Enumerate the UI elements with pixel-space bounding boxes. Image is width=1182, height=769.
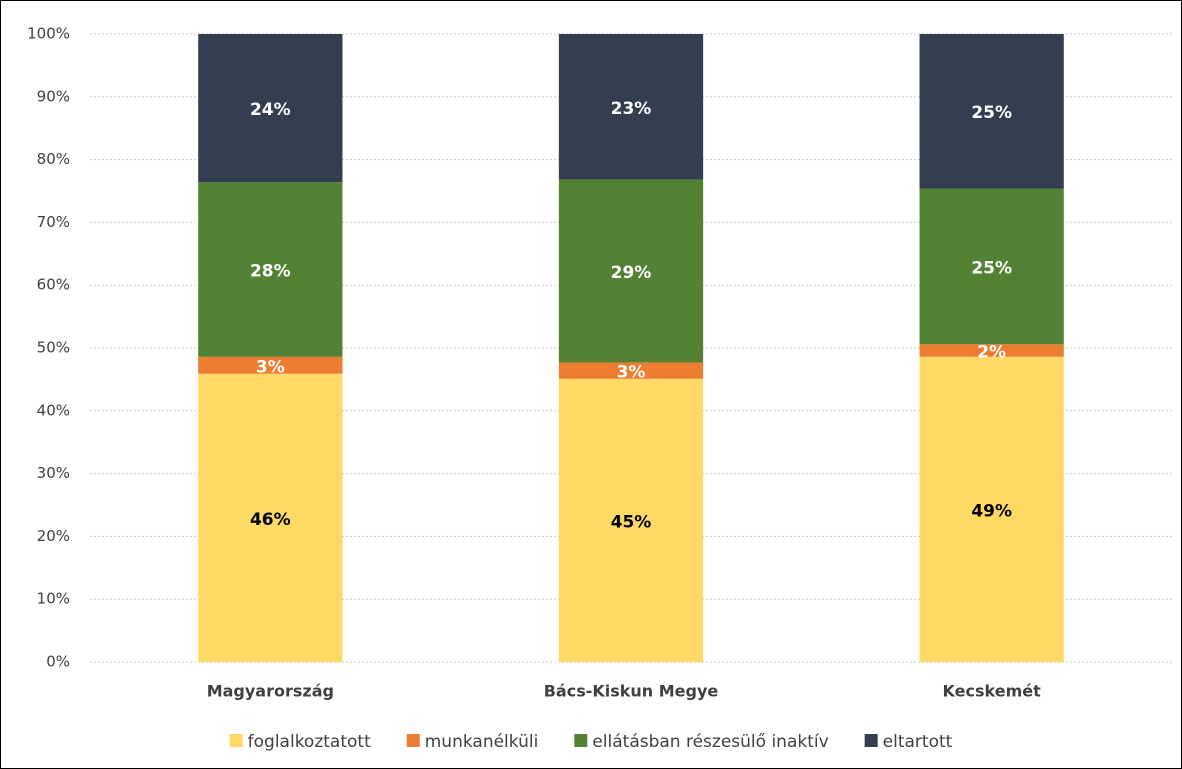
bar-segment bbox=[198, 356, 343, 374]
legend-label: eltartott bbox=[883, 732, 953, 752]
x-tick-label: Magyarország bbox=[207, 682, 334, 701]
bar-segment bbox=[919, 356, 1064, 662]
x-tick-label: Bács-Kiskun Megye bbox=[544, 682, 719, 701]
bar-segment bbox=[198, 34, 343, 183]
legend-label: ellátásban részesülő inaktív bbox=[592, 732, 828, 752]
value-label: 29% bbox=[611, 263, 652, 283]
value-label: 2% bbox=[977, 343, 1006, 363]
legend-swatch bbox=[406, 734, 420, 747]
y-tick-label: 90% bbox=[37, 87, 70, 105]
value-label: 24% bbox=[250, 100, 291, 120]
value-label: 46% bbox=[250, 510, 291, 530]
bar-segment bbox=[198, 373, 343, 662]
bar-segment bbox=[919, 188, 1064, 345]
value-label: 3% bbox=[256, 357, 285, 377]
value-label: 25% bbox=[971, 103, 1012, 123]
legend-swatch bbox=[229, 734, 243, 747]
legend-label: foglalkoztatott bbox=[248, 732, 371, 752]
bar-segment bbox=[198, 182, 343, 357]
x-tick-label: Kecskemét bbox=[943, 682, 1042, 701]
value-label: 3% bbox=[617, 363, 646, 383]
y-tick-label: 10% bbox=[37, 590, 70, 608]
y-tick-label: 60% bbox=[37, 276, 70, 294]
bar-segment bbox=[558, 179, 704, 363]
y-tick-label: 100% bbox=[27, 25, 70, 43]
legend-swatch bbox=[574, 734, 588, 747]
bar-segment bbox=[919, 34, 1064, 189]
y-tick-label: 70% bbox=[37, 213, 70, 231]
value-label: 45% bbox=[611, 512, 652, 532]
legend-swatch bbox=[864, 734, 878, 747]
y-tick-label: 0% bbox=[46, 653, 70, 671]
value-label: 49% bbox=[971, 501, 1012, 521]
y-tick-label: 40% bbox=[37, 401, 70, 419]
bar-segment bbox=[558, 34, 704, 180]
value-label: 23% bbox=[611, 99, 652, 119]
value-label: 28% bbox=[250, 262, 291, 282]
bar-segment bbox=[558, 362, 704, 379]
bar-segment bbox=[558, 378, 704, 662]
value-label: 25% bbox=[971, 258, 1012, 278]
bar-segment bbox=[919, 344, 1064, 357]
y-tick-label: 80% bbox=[37, 150, 70, 168]
y-tick-label: 20% bbox=[37, 527, 70, 545]
y-tick-label: 50% bbox=[37, 339, 70, 357]
legend-label: munkanélküli bbox=[425, 732, 539, 752]
y-tick-label: 30% bbox=[37, 464, 70, 482]
